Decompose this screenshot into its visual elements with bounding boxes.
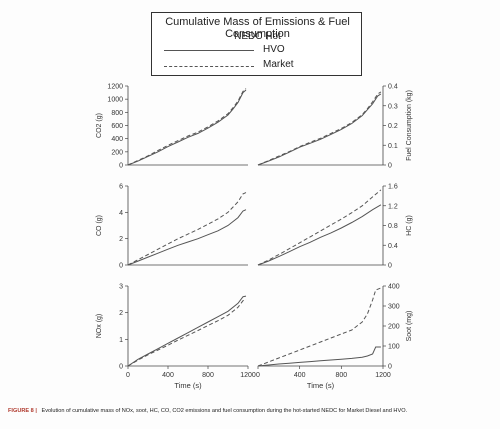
y-tick-label: 0.3 xyxy=(388,103,398,110)
y-tick-label: 600 xyxy=(111,123,123,130)
y-tick-label: 0 xyxy=(119,364,123,371)
series-line-hvo xyxy=(257,346,381,367)
y-tick-label: 1.2 xyxy=(388,203,398,210)
y-axis-label: HC (g) xyxy=(406,215,413,236)
x-tick-label: 1200 xyxy=(375,372,391,379)
x-tick-label: 800 xyxy=(202,372,214,379)
y-tick-label: 0.4 xyxy=(388,84,398,91)
y-tick-label: 400 xyxy=(388,284,400,291)
figure-caption: FIGURE 8 | Evolution of cumulative mass … xyxy=(8,408,492,415)
x-tick-label: 0 xyxy=(126,372,130,379)
y-tick-label: 0 xyxy=(388,364,392,371)
y-tick-label: 0.4 xyxy=(388,243,398,250)
legend-box: Cumulative Mass of Emissions & Fuel Cons… xyxy=(151,12,362,76)
caption-label: FIGURE 8 | xyxy=(8,408,37,414)
y-tick-label: 300 xyxy=(388,304,400,311)
y-tick-label: 1.6 xyxy=(388,184,398,191)
y-tick-label: 2 xyxy=(119,236,123,243)
y-tick-label: 1000 xyxy=(107,97,123,104)
x-axis-label: Time (s) xyxy=(307,381,335,390)
legend-title: Cumulative Mass of Emissions & Fuel Cons… xyxy=(165,16,350,40)
x-tick-label: 400 xyxy=(162,372,174,379)
y-tick-label: 0.2 xyxy=(388,123,398,130)
series-line-market xyxy=(257,287,382,367)
x-axis-label: Time (s) xyxy=(174,381,202,390)
series-line-hvo xyxy=(257,204,382,266)
y-tick-label: 0 xyxy=(119,263,123,270)
legend-subtitle: NEDC Hot xyxy=(234,31,281,42)
legend-label-market: Market xyxy=(263,59,294,70)
y-tick-label: 1 xyxy=(119,337,123,344)
y-tick-label: 400 xyxy=(111,136,123,143)
x-tick-label: 0 xyxy=(256,372,260,379)
series-line-market xyxy=(257,189,382,266)
series-line-market xyxy=(127,298,247,367)
y-axis-label: CO (g) xyxy=(96,215,103,236)
y-tick-label: 6 xyxy=(119,184,123,191)
y-tick-label: 1200 xyxy=(107,84,123,91)
y-axis-label: Fuel Consumption (kg) xyxy=(406,90,413,161)
series-line-hvo xyxy=(257,93,382,166)
x-tick-label: 800 xyxy=(335,372,347,379)
x-tick-label: 1200 xyxy=(240,372,256,379)
y-tick-label: 0.1 xyxy=(388,143,398,150)
y-axis-label: Soot (mg) xyxy=(406,311,413,342)
series-line-hvo xyxy=(127,209,247,266)
y-axis-label: CO2 (g) xyxy=(96,113,103,138)
series-line-market xyxy=(127,88,247,166)
x-tick-label: 400 xyxy=(294,372,306,379)
y-tick-label: 2 xyxy=(119,310,123,317)
series-line-hvo xyxy=(127,295,247,367)
series-line-market xyxy=(127,192,247,266)
y-tick-label: 0 xyxy=(119,163,123,170)
y-axis-label: NOx (g) xyxy=(96,314,103,339)
y-tick-label: 3 xyxy=(119,284,123,291)
y-tick-label: 800 xyxy=(111,110,123,117)
y-tick-label: 4 xyxy=(119,210,123,217)
legend-label-hvo: HVO xyxy=(263,44,285,55)
y-tick-label: 100 xyxy=(388,344,400,351)
y-tick-label: 0 xyxy=(388,163,392,170)
series-line-hvo xyxy=(127,89,247,166)
y-tick-label: 0.8 xyxy=(388,223,398,230)
series-line-market xyxy=(257,91,382,166)
y-tick-label: 0 xyxy=(388,263,392,270)
legend-line-market xyxy=(164,66,254,67)
y-tick-label: 200 xyxy=(388,324,400,331)
caption-text: Evolution of cumulative mass of NOx, soo… xyxy=(41,408,408,414)
legend-line-hvo xyxy=(164,50,254,51)
y-tick-label: 200 xyxy=(111,149,123,156)
